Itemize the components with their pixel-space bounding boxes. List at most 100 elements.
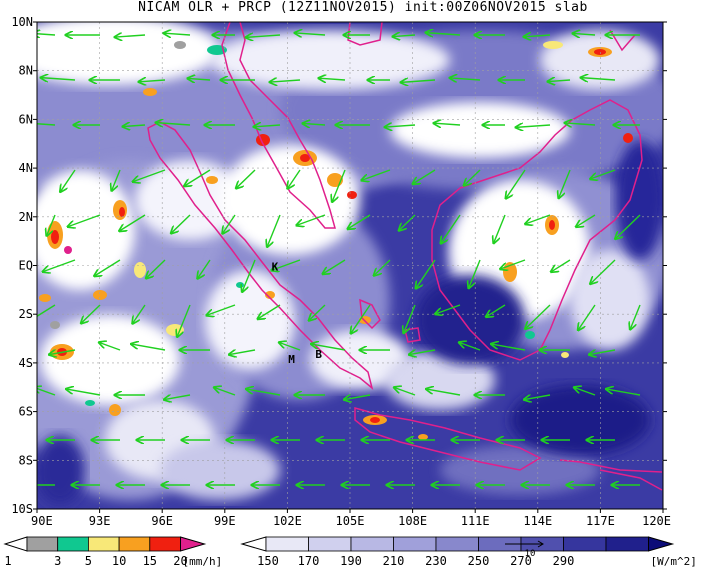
prcp-legend-unit: [mm/h] <box>183 555 223 568</box>
prcp-legend-tick: 10 <box>112 554 126 568</box>
wind-arrow <box>132 344 166 351</box>
wind-arrow <box>112 169 121 190</box>
wind-arrow <box>404 304 416 333</box>
wind-arrow <box>37 33 56 35</box>
coast-philippines-tip <box>609 29 636 52</box>
prcp-legend-arrow-left <box>3 536 28 552</box>
prcp-legend-swatch <box>26 536 59 552</box>
lon-label: 117E <box>586 514 615 528</box>
wind-arrow <box>207 304 236 315</box>
place-labels: K M B <box>272 260 323 366</box>
lat-label: 10N <box>11 15 33 29</box>
wind-arrow <box>501 259 526 269</box>
olr-legend-swatch <box>563 536 607 552</box>
wind-arrow <box>591 259 616 284</box>
coast-malay-peninsula <box>221 22 336 229</box>
wind-arrow <box>385 125 416 127</box>
olr-legend-swatch <box>435 536 479 552</box>
wind-arrow <box>198 259 211 278</box>
olr-legend-tick: 150 <box>257 554 279 568</box>
lat-label: 6N <box>19 112 33 126</box>
wind-arrow <box>416 259 436 288</box>
place-label: K <box>272 260 279 273</box>
lon-label: 99E <box>214 514 236 528</box>
olr-legend-tick: 270 <box>510 554 532 568</box>
wind-arrow <box>526 214 551 224</box>
wind-arrow <box>492 344 526 351</box>
wind-arrow <box>409 350 436 355</box>
wind-arrow <box>565 123 596 125</box>
lat-label: 10S <box>11 502 33 516</box>
lon-label: 114E <box>523 514 552 528</box>
wind-arrow <box>68 214 101 227</box>
wind-arrow <box>146 259 166 278</box>
lat-label: 2N <box>19 210 33 224</box>
wind-arrow <box>177 304 191 337</box>
wind-arrow <box>450 78 481 80</box>
coast-java <box>354 407 542 471</box>
lat-label: 2S <box>19 307 33 321</box>
wind-arrow <box>258 304 281 319</box>
olr-legend-tick: 170 <box>298 554 320 568</box>
wind-arrow <box>99 342 121 351</box>
wind-arrow <box>37 304 56 321</box>
olr-legend-swatch <box>350 536 394 552</box>
wind-arrow <box>312 344 346 351</box>
wind-arrow <box>581 78 616 80</box>
wind-arrow <box>401 80 436 82</box>
wind-arrow <box>43 259 76 272</box>
wind-arrow <box>573 33 596 35</box>
wind-arrow <box>459 342 481 351</box>
wind-arrow <box>524 395 551 400</box>
wind-arrow <box>426 33 461 35</box>
wind-arrow <box>295 33 326 35</box>
wind-arrow <box>348 214 371 229</box>
wind-arrow <box>351 304 371 333</box>
wind-arrow <box>559 169 571 198</box>
wind-arrow <box>362 169 391 180</box>
wind-arrow <box>548 80 571 82</box>
lon-label: 93E <box>89 514 111 528</box>
wind-arrow <box>524 35 551 37</box>
wind-arrow <box>576 214 596 227</box>
prcp-legend-swatch <box>149 536 181 552</box>
wind-arrow <box>344 395 371 400</box>
olr-legend-tick: 250 <box>468 554 490 568</box>
wind-arrow <box>133 304 146 323</box>
map-title: NICAM OLR + PRCP (12Z11NOV2015) init:00Z… <box>138 0 588 15</box>
wind-arrow <box>436 304 461 314</box>
wind-arrow <box>332 169 346 202</box>
olr-legend-tick: 210 <box>383 554 405 568</box>
wind-arrow <box>223 214 236 233</box>
wind-arrow <box>67 389 101 396</box>
wind-arrow <box>95 259 121 276</box>
olr-legend-tick: 290 <box>553 554 575 568</box>
wind-arrow <box>254 125 281 127</box>
lat-label: 4N <box>19 161 33 175</box>
wind-arrow <box>60 169 76 192</box>
prcp-legend-tick: 15 <box>143 554 157 568</box>
wind-arrow <box>214 387 236 396</box>
precip-cells <box>39 41 633 440</box>
wind-arrow <box>242 259 256 292</box>
lat-label: 4S <box>19 356 33 370</box>
wind-arrow <box>506 169 526 198</box>
lon-label: 102E <box>273 514 302 528</box>
wind-arrow <box>139 80 166 82</box>
olr-legend-swatch <box>393 536 437 552</box>
prcp-legend-swatch <box>118 536 151 552</box>
wind-arrow <box>37 123 56 126</box>
wind-arrow <box>413 169 436 184</box>
olr-legend-swatch <box>265 536 309 552</box>
wind-arrow <box>309 304 326 320</box>
wind-arrow <box>246 35 281 37</box>
prcp-legend: 1 3 5 10 15 20[mm/h] <box>3 536 223 568</box>
prcp-legend-tick: 1 <box>4 554 11 568</box>
place-label: M <box>288 353 295 366</box>
lat-label: 6S <box>19 405 33 419</box>
wind-arrow <box>464 169 481 185</box>
wind-arrow <box>591 169 616 179</box>
wind-arrow <box>516 125 551 127</box>
wind-arrow <box>49 350 76 355</box>
